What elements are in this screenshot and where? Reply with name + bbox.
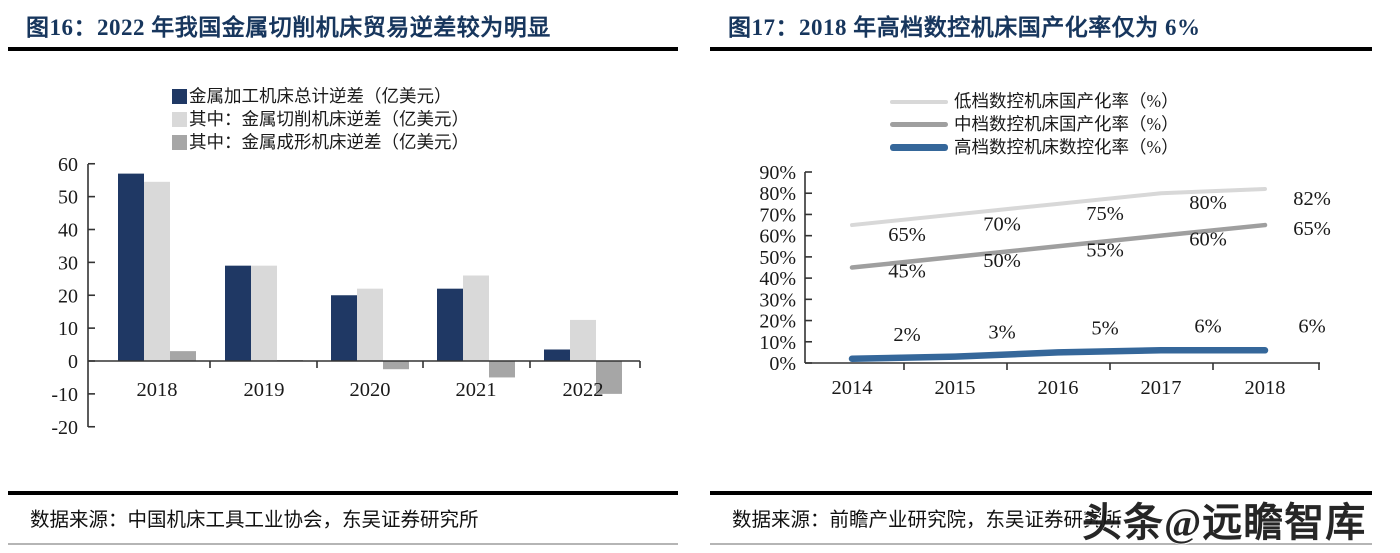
figure-17-line-chart: 0%10%20%30%40%50%60%70%80%90%2014 2015 201… bbox=[759, 162, 1331, 399]
legend-item: 其中：金属切削机床逆差（亿美元） bbox=[172, 108, 469, 131]
y-tick-label: 10 bbox=[58, 318, 78, 340]
figure-17-source-rule bbox=[710, 491, 1372, 495]
x-category-label: 2019 bbox=[244, 379, 285, 401]
data-label: 45% bbox=[888, 261, 926, 283]
legend-square-swatch bbox=[172, 112, 187, 127]
bar-2020-s0 bbox=[331, 295, 357, 361]
y-tick-label: 40% bbox=[759, 268, 796, 290]
x-category-label: 2021 bbox=[456, 379, 497, 401]
y-tick-label: 60 bbox=[58, 154, 78, 176]
y-tick-label: 30 bbox=[58, 252, 78, 274]
legend-line-swatch bbox=[890, 144, 948, 151]
bar-2022-s1 bbox=[570, 319, 596, 361]
figure-16-bottom-rule bbox=[8, 543, 678, 545]
data-label: 70% bbox=[983, 213, 1021, 235]
legend-item: 中档数控机床国产化率（%） bbox=[890, 113, 1179, 136]
figure-17-legend: 低档数控机床国产化率（%） 中档数控机床国产化率（%） 高档数控机床数控化率（%） bbox=[890, 90, 1179, 159]
data-label: 3% bbox=[988, 322, 1015, 344]
legend-square-swatch bbox=[172, 89, 187, 104]
y-tick-label: 0% bbox=[769, 353, 796, 375]
bar-2018-s1 bbox=[144, 181, 170, 361]
data-label: 6% bbox=[1194, 315, 1221, 337]
legend-label: 低档数控机床国产化率（%） bbox=[954, 91, 1179, 111]
x-category-label: 2016 bbox=[1038, 377, 1079, 399]
x-category-label: 2020 bbox=[350, 379, 391, 401]
y-tick-label: 70% bbox=[759, 204, 796, 226]
y-tick-label: 0 bbox=[68, 351, 78, 373]
data-label: 50% bbox=[983, 250, 1021, 272]
data-label: 65% bbox=[888, 224, 926, 246]
y-tick-label: 10% bbox=[759, 332, 796, 354]
bar-2018-s2 bbox=[170, 351, 196, 361]
figure-16-source: 数据来源：中国机床工具工业协会，东吴证券研究所 bbox=[30, 510, 479, 531]
legend-label: 高档数控机床数控化率（%） bbox=[954, 137, 1179, 157]
figure-17-title-rule bbox=[710, 47, 1372, 51]
figure-16-bar-chart: -20 -10 0 10 20 30 40 50 60 2018 2019 2020 2021 2022 bbox=[51, 154, 641, 439]
legend-square-swatch bbox=[172, 135, 187, 150]
y-tick-label: 50% bbox=[759, 247, 796, 269]
bar-2018-s0 bbox=[118, 173, 144, 361]
x-category-label: 2022 bbox=[563, 379, 604, 401]
bar-2020-s1 bbox=[357, 288, 383, 361]
bar-2021-s2 bbox=[489, 361, 515, 378]
data-label: 82% bbox=[1293, 188, 1331, 210]
y-tick-label: 80% bbox=[759, 183, 796, 205]
figure-17-title: 图17：2018 年高档数控机床国产化率仅为 6% bbox=[728, 15, 1201, 40]
figure-16-source-rule bbox=[8, 491, 678, 495]
data-label: 2% bbox=[893, 324, 920, 346]
figure-17-source: 数据来源：前瞻产业研究院，东吴证券研究所 bbox=[732, 510, 1123, 531]
x-category-label: 2015 bbox=[935, 377, 976, 399]
legend-item: 金属加工机床总计逆差（亿美元） bbox=[172, 85, 469, 108]
x-category-label: 2014 bbox=[832, 377, 873, 399]
data-label: 6% bbox=[1298, 315, 1325, 337]
watermark: 头条@远瞻智库 bbox=[1082, 500, 1367, 545]
bar-2020-s2 bbox=[383, 361, 409, 370]
data-label: 5% bbox=[1091, 317, 1118, 339]
x-category-label: 2018 bbox=[137, 379, 178, 401]
bar-2022-s0 bbox=[544, 349, 570, 361]
line-series-0 bbox=[850, 186, 1267, 228]
x-category-label: 2018 bbox=[1245, 377, 1286, 399]
legend-item: 高档数控机床数控化率（%） bbox=[890, 136, 1179, 159]
data-label: 60% bbox=[1189, 229, 1227, 251]
figure-16-panel: 图16：2022 年我国金属切削机床贸易逆差较为明显 金属加工机床总计逆差（亿美… bbox=[8, 0, 678, 553]
y-tick-label: 50 bbox=[58, 187, 78, 209]
data-label: 65% bbox=[1293, 218, 1331, 240]
data-label: 75% bbox=[1086, 203, 1124, 225]
bar-2022-s2 bbox=[596, 361, 622, 394]
bar-2021-s0 bbox=[437, 288, 463, 361]
figure-17-bottom-rule bbox=[710, 543, 1372, 545]
line-series-1 bbox=[849, 222, 1268, 270]
legend-line-swatch bbox=[890, 122, 948, 127]
y-tick-label: -10 bbox=[51, 384, 78, 406]
figure-17-panel: 图17：2018 年高档数控机床国产化率仅为 6% 低档数控机床国产化率（%） 中… bbox=[710, 0, 1372, 553]
y-tick-label: 40 bbox=[58, 220, 78, 242]
y-tick-label: -20 bbox=[51, 417, 78, 439]
y-tick-label: 20 bbox=[58, 285, 78, 307]
legend-item: 其中：金属成形机床逆差（亿美元） bbox=[172, 131, 469, 154]
figure-16-title: 图16：2022 年我国金属切削机床贸易逆差较为明显 bbox=[26, 15, 551, 40]
y-tick-label: 20% bbox=[759, 311, 796, 333]
y-tick-label: 60% bbox=[759, 226, 796, 248]
legend-line-swatch bbox=[890, 99, 948, 104]
legend-label: 其中：金属切削机床逆差（亿美元） bbox=[189, 109, 469, 129]
y-tick-label: 90% bbox=[759, 162, 796, 184]
legend-item: 低档数控机床国产化率（%） bbox=[890, 90, 1179, 113]
bar-2019-s0 bbox=[225, 265, 251, 361]
bar-2019-s1 bbox=[251, 265, 277, 361]
y-tick-label: 30% bbox=[759, 289, 796, 311]
legend-label: 其中：金属成形机床逆差（亿美元） bbox=[189, 132, 469, 152]
line-series-2 bbox=[848, 347, 1269, 363]
x-category-label: 2017 bbox=[1141, 377, 1182, 399]
data-label: 55% bbox=[1086, 239, 1124, 261]
figure-16-title-rule bbox=[8, 47, 678, 51]
figure-16-legend: 金属加工机床总计逆差（亿美元） 其中：金属切削机床逆差（亿美元） 其中：金属成形机床… bbox=[172, 85, 469, 154]
legend-label: 金属加工机床总计逆差（亿美元） bbox=[189, 86, 452, 106]
bar-2021-s1 bbox=[463, 275, 489, 361]
data-label: 80% bbox=[1189, 192, 1227, 214]
legend-label: 中档数控机床国产化率（%） bbox=[954, 114, 1179, 134]
